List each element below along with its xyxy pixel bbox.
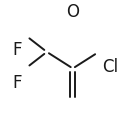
Text: F: F <box>13 41 22 59</box>
Text: O: O <box>66 3 79 21</box>
Text: Cl: Cl <box>102 58 118 76</box>
Text: F: F <box>13 74 22 92</box>
